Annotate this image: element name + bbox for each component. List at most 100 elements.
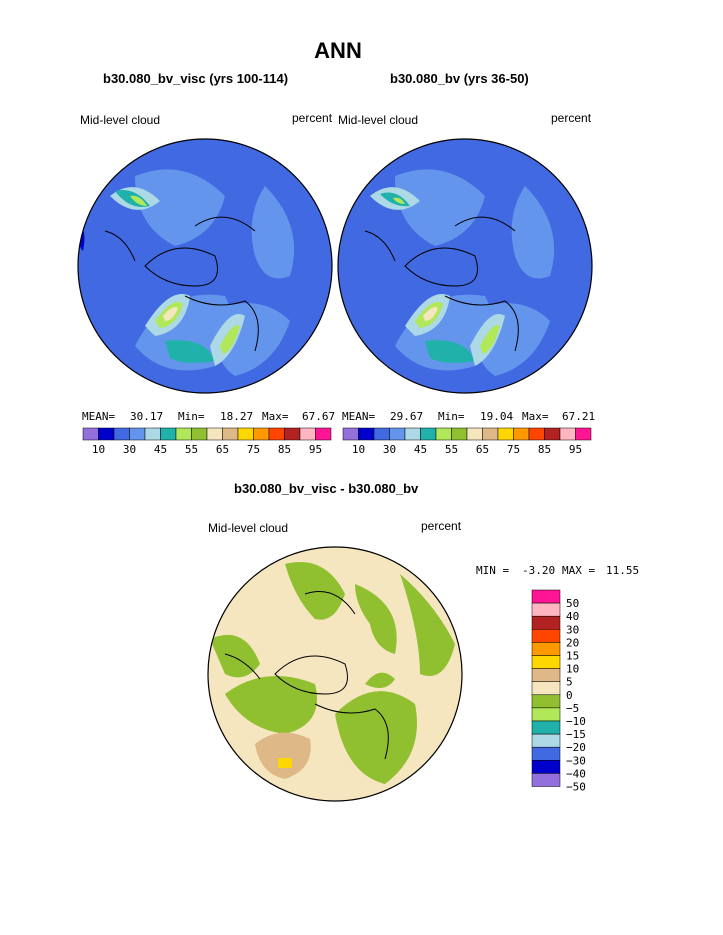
diff-polar-map <box>207 546 463 802</box>
diff-colorbar-tick-label: −20 <box>566 741 586 754</box>
diff-colorbar-tick-label: 10 <box>566 663 579 676</box>
diff-colorbar-tick-label: −40 <box>566 767 586 780</box>
left-colorbar-swatch <box>129 427 146 441</box>
left-colorbar-tick-label: 75 <box>247 443 260 456</box>
left-colorbar-swatch <box>299 427 316 441</box>
right-colorbar-tick-label: 10 <box>352 443 365 456</box>
diff-colorbar-tick-label: −5 <box>566 702 579 715</box>
right-min-label: Min= <box>438 410 465 423</box>
right-colorbar-swatch <box>358 427 375 441</box>
diff-colorbar-tick-label: 40 <box>566 610 579 623</box>
diff-colorbar-tick-label: 50 <box>566 597 579 610</box>
diff-colorbar-tick-label: 30 <box>566 623 579 636</box>
right-colorbar-tick-label: 65 <box>476 443 489 456</box>
right-colorbar-swatch <box>528 427 545 441</box>
diff-colorbar-swatch <box>531 668 561 682</box>
left-colorbar-swatch <box>113 427 130 441</box>
left-panel-title: b30.080_bv_visc (yrs 100-114) <box>103 71 289 86</box>
left-colorbar-tick-label: 95 <box>309 443 322 456</box>
right-colorbar-swatch <box>497 427 514 441</box>
diff-colorbar-swatch <box>531 760 561 774</box>
diff-min-label: MIN = <box>476 564 510 577</box>
right-colorbar-swatch <box>451 427 468 441</box>
left-colorbar-swatch <box>175 427 192 441</box>
right-colorbar-swatch <box>513 427 530 441</box>
left-max-value: 67.67 <box>302 410 336 423</box>
right-colorbar-tick-label: 30 <box>383 443 396 456</box>
left-max-label: Max= <box>262 410 289 423</box>
right-colorbar-swatch <box>420 427 437 441</box>
diff-max-label: MAX = <box>562 564 596 577</box>
diff-colorbar-tick-label: 20 <box>566 636 579 649</box>
right-colorbar-swatch <box>559 427 576 441</box>
diff-colorbar-tick-label: −30 <box>566 754 586 767</box>
left-variable-label: Mid-level cloud <box>80 113 161 127</box>
left-colorbar-tick-label: 45 <box>154 443 167 456</box>
diff-panel-title: b30.080_bv_visc - b30.080_bv <box>234 481 419 496</box>
diff-colorbar-swatch <box>531 629 561 643</box>
left-colorbar-tick-label: 55 <box>185 443 198 456</box>
diff-colorbar-swatch <box>531 707 561 722</box>
right-colorbar-swatch <box>544 427 561 441</box>
right-colorbar-swatch <box>342 427 359 441</box>
left-colorbar-swatch <box>98 427 115 441</box>
diff-colorbar-tick-label: 15 <box>566 650 579 663</box>
diff-colorbar-swatch <box>531 746 561 761</box>
diff-colorbar-swatch <box>531 655 561 669</box>
right-min-value: 19.04 <box>480 410 514 423</box>
right-max-label: Max= <box>522 410 549 423</box>
diff-colorbar-swatch <box>531 642 561 656</box>
left-colorbar: 10 30 45 55 65 75 85 95 <box>82 427 332 456</box>
left-min-value: 18.27 <box>220 410 254 423</box>
left-mean-value: 30.17 <box>130 410 164 423</box>
right-mean-label: MEAN= <box>342 410 376 423</box>
left-colorbar-tick-label: 10 <box>92 443 105 456</box>
left-colorbar-swatch <box>144 427 161 441</box>
left-colorbar-swatch <box>206 427 223 441</box>
diff-min-value: -3.20 <box>522 564 556 577</box>
diff-colorbar-tick-label: −15 <box>566 728 586 741</box>
diff-colorbar-swatch <box>531 733 561 748</box>
right-units-label: percent <box>551 111 592 125</box>
right-colorbar-tick-label: 45 <box>414 443 427 456</box>
right-colorbar-swatch <box>404 427 421 441</box>
right-colorbar-swatch <box>482 427 499 441</box>
left-colorbar-tick-label: 85 <box>278 443 291 456</box>
left-polar-map <box>77 138 333 394</box>
right-max-value: 67.21 <box>562 410 596 423</box>
diff-variable-label: Mid-level cloud <box>208 521 289 535</box>
right-colorbar-swatch <box>373 427 390 441</box>
diff-colorbar-tick-label: 0 <box>566 689 573 702</box>
left-mean-label: MEAN= <box>82 410 116 423</box>
right-colorbar-swatch <box>575 427 592 441</box>
left-colorbar-swatch <box>222 427 239 441</box>
right-colorbar: 10 30 45 55 65 75 85 95 <box>342 427 592 456</box>
diff-colorbar-swatch <box>531 720 561 735</box>
diff-colorbar-tick-label: −10 <box>566 715 586 728</box>
left-units-label: percent <box>292 111 333 125</box>
diff-colorbar-swatch <box>531 694 561 709</box>
right-panel-title: b30.080_bv (yrs 36-50) <box>390 71 529 86</box>
left-colorbar-swatch <box>268 427 285 441</box>
diff-max-value: 11.55 <box>606 564 640 577</box>
right-colorbar-swatch <box>435 427 452 441</box>
left-colorbar-swatch <box>237 427 254 441</box>
diff-units-label: percent <box>421 519 462 533</box>
right-colorbar-tick-label: 95 <box>569 443 582 456</box>
right-mean-value: 29.67 <box>390 410 424 423</box>
right-colorbar-swatch <box>466 427 483 441</box>
diff-colorbar-swatch <box>531 589 561 604</box>
left-colorbar-swatch <box>284 427 301 441</box>
left-colorbar-tick-label: 65 <box>216 443 229 456</box>
right-colorbar-tick-label: 55 <box>445 443 458 456</box>
left-min-label: Min= <box>178 410 205 423</box>
right-colorbar-tick-label: 85 <box>538 443 551 456</box>
left-colorbar-swatch <box>82 427 99 441</box>
page-title: ANN <box>314 38 362 63</box>
right-polar-map <box>337 138 593 394</box>
left-colorbar-tick-label: 30 <box>123 443 136 456</box>
left-colorbar-swatch <box>191 427 208 441</box>
right-colorbar-swatch <box>389 427 406 441</box>
diff-colorbar-swatch <box>531 681 561 696</box>
